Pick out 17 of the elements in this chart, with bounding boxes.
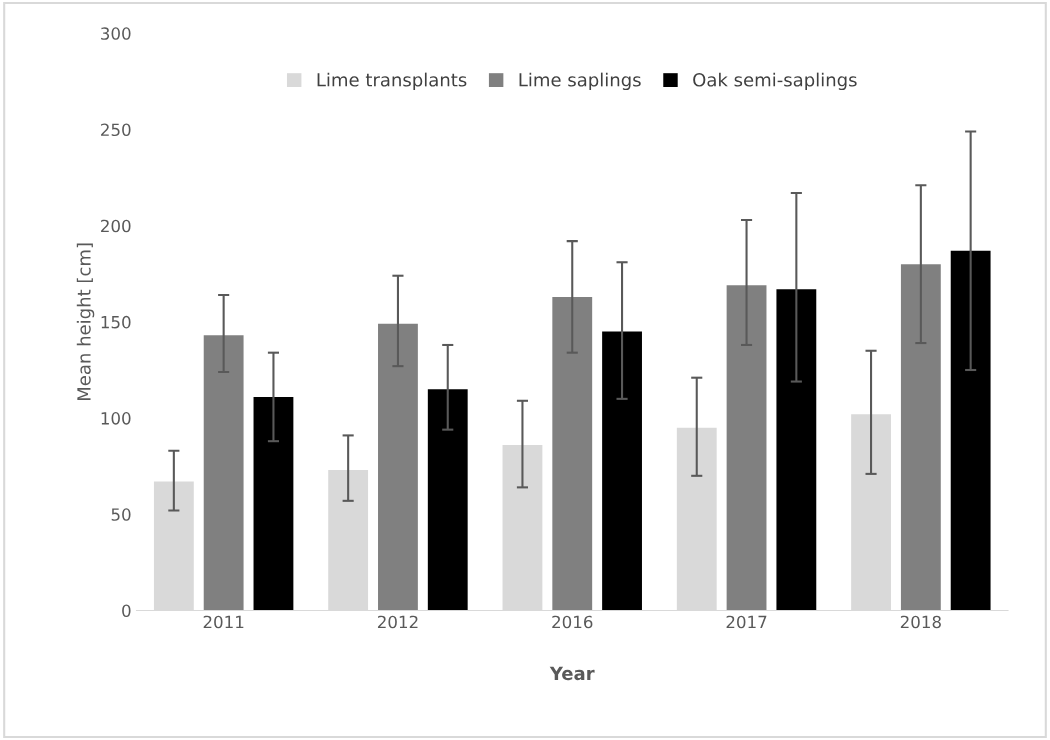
x-tick-label: 2012: [377, 615, 418, 629]
y-tick-label: 150: [101, 315, 131, 329]
legend-label: Lime transplants: [317, 72, 467, 91]
x-axis-title: Year: [549, 666, 595, 681]
y-axis-title: Mean height [cm]: [76, 243, 95, 401]
y-tick-label: 200: [101, 219, 131, 233]
x-tick-label: 2016: [552, 615, 593, 629]
legend-label: Oak semi-saplings: [693, 72, 857, 91]
x-tick-label: 2011: [203, 615, 244, 629]
x-tick-label: 2018: [900, 615, 941, 629]
y-tick-label: 0: [122, 604, 131, 618]
y-tick-label: 100: [101, 412, 131, 425]
x-tick-label: 2017: [726, 615, 767, 629]
y-tick-label: 300: [101, 27, 131, 40]
y-tick-label: 50: [111, 508, 131, 521]
legend-label: Lime saplings: [519, 72, 641, 91]
y-tick-label: 250: [101, 123, 131, 137]
